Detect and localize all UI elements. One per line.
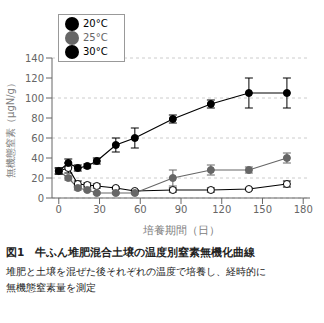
html-text:25°C: 25°C (83, 32, 108, 43)
svg-text:150: 150 (253, 204, 272, 215)
svg-text:30: 30 (93, 204, 106, 215)
svg-text:60: 60 (134, 204, 147, 215)
svg-text:80: 80 (31, 113, 44, 124)
svg-text:100: 100 (25, 93, 44, 104)
html-text:30°C: 30°C (83, 46, 108, 57)
svg-text:0: 0 (56, 204, 62, 215)
svg-text:培養期間（日）: 培養期間（日） (142, 224, 220, 237)
svg-text:180: 180 (294, 204, 313, 215)
svg-text:0: 0 (38, 193, 44, 204)
html-text:20°C: 20°C (83, 18, 108, 29)
svg-text:120: 120 (212, 204, 231, 215)
html-text:図1 牛ふん堆肥混合土壌の温度別窒素無機化曲線: 図1 牛ふん堆肥混合土壌の温度別窒素無機化曲線 (6, 246, 256, 258)
svg-text:20: 20 (31, 173, 44, 184)
svg-text:140: 140 (25, 53, 44, 64)
svg-text:60: 60 (31, 133, 44, 144)
svg-text:120: 120 (25, 73, 44, 84)
svg-text:40: 40 (31, 153, 44, 164)
html-text:無機態窒素量を測定: 無機態窒素量を測定 (6, 282, 96, 293)
svg-text:無機態窒素（μgN/g）: 無機態窒素（μgN/g） (5, 78, 16, 178)
html-text:堆肥と土壌を混ぜた後それぞれの温度で培養し、経時的に: 堆肥と土壌を混ぜた後それぞれの温度で培養し、経時的に (6, 266, 266, 277)
svg-text:90: 90 (175, 204, 188, 215)
